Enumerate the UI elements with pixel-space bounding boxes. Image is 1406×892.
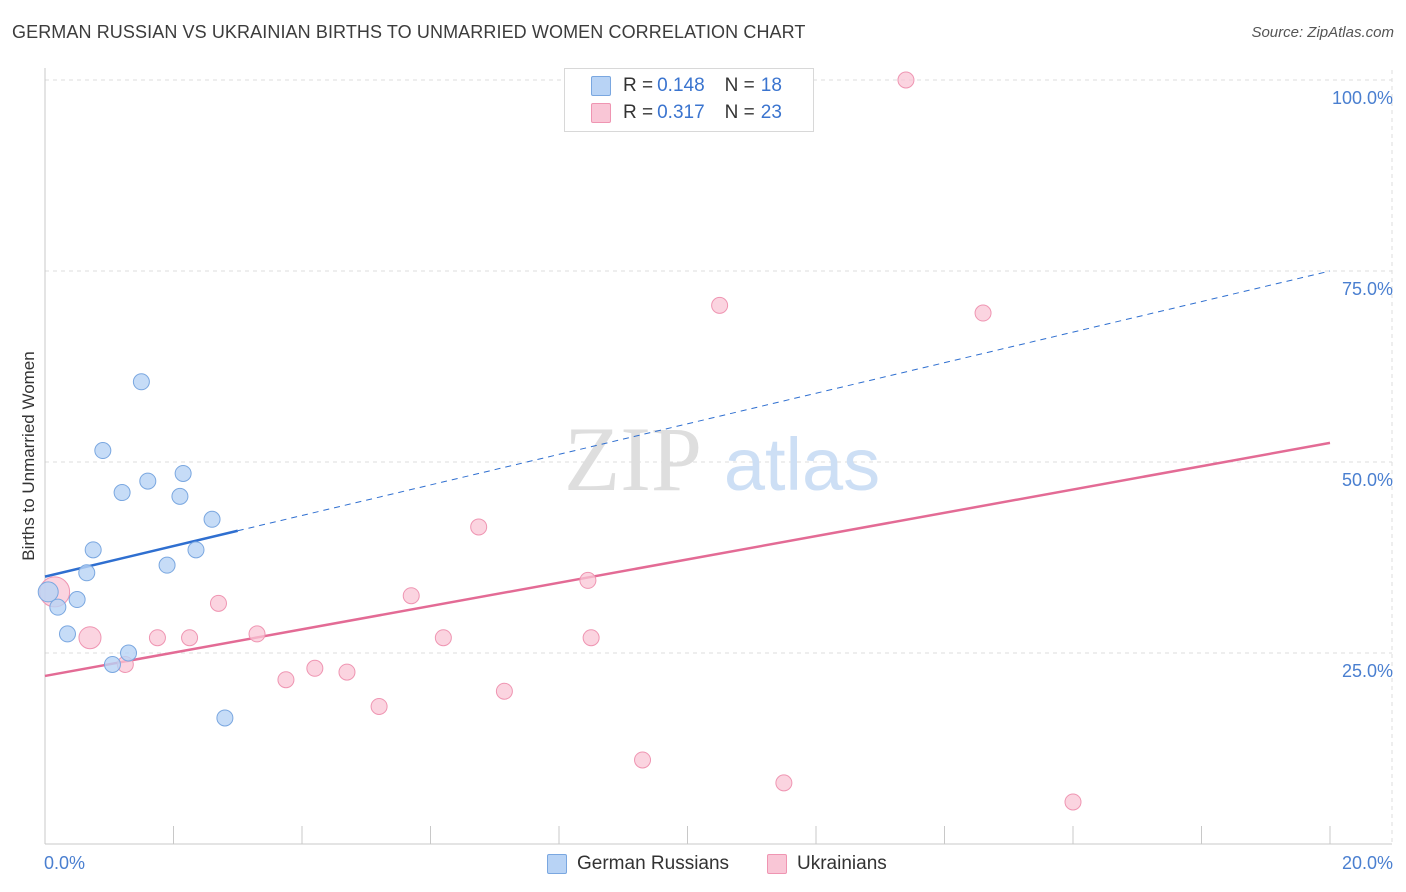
grid-lines bbox=[45, 70, 1393, 844]
german-russians-point bbox=[58, 625, 76, 643]
german-russians-point bbox=[158, 556, 176, 574]
german-russians-point bbox=[78, 564, 96, 582]
german-russians-trend-line bbox=[44, 529, 239, 578]
y-tick-label: 75.0% bbox=[1342, 279, 1393, 299]
german-russians-point bbox=[113, 484, 131, 502]
data-points bbox=[37, 71, 1082, 811]
ukrainians-point bbox=[434, 629, 452, 647]
n-label: N = bbox=[724, 102, 755, 123]
ukrainians-swatch bbox=[767, 854, 787, 874]
ukrainians-point bbox=[402, 587, 420, 605]
y-tick-label: 50.0% bbox=[1342, 470, 1393, 490]
r-label: R = bbox=[623, 75, 654, 96]
ukrainians-point bbox=[634, 751, 652, 769]
ukrainians-point bbox=[495, 682, 513, 700]
legend-item-ukrainians: Ukrainians bbox=[767, 852, 887, 876]
german-russians-trend-extension bbox=[237, 270, 1331, 532]
german-russians-point bbox=[120, 644, 138, 662]
german-russians-point bbox=[94, 442, 112, 460]
correlation-legend: R = 0.148 N = 18 R = 0.317 N = 23 bbox=[564, 68, 814, 132]
r-value: 0.148 bbox=[657, 75, 705, 96]
ukrainians-point bbox=[148, 629, 166, 647]
ukrainians-swatch bbox=[591, 103, 611, 123]
ukrainians-point bbox=[582, 629, 600, 647]
german-russians-point bbox=[68, 591, 86, 609]
x-tick-label-min: 0.0% bbox=[44, 853, 85, 873]
german-russians-point bbox=[187, 541, 205, 559]
ukrainians-point bbox=[579, 571, 597, 589]
x-tick-label-max: 20.0% bbox=[1342, 853, 1393, 873]
ukrainians-point bbox=[181, 629, 199, 647]
ukrainians-point bbox=[470, 518, 488, 536]
ukrainians-point bbox=[897, 71, 915, 89]
ukrainians-point bbox=[1064, 793, 1082, 811]
german-russians-point bbox=[84, 541, 102, 559]
y-axis-label: Births to Unmarried Women bbox=[19, 351, 38, 560]
legend-row-german-russians: R = 0.148 N = 18 bbox=[591, 74, 782, 98]
ukrainians-point bbox=[306, 659, 324, 677]
ukrainians-point bbox=[78, 626, 102, 650]
german-russians-point bbox=[37, 581, 59, 603]
german-russians-point bbox=[203, 510, 221, 528]
german-russians-swatch bbox=[591, 76, 611, 96]
r-value: 0.317 bbox=[657, 102, 705, 123]
watermark-atlas: atlas bbox=[724, 423, 880, 506]
chart-title: GERMAN RUSSIAN VS UKRAINIAN BIRTHS TO UN… bbox=[12, 22, 806, 42]
n-value: 18 bbox=[760, 75, 782, 96]
watermark-zip: ZIP bbox=[564, 408, 702, 510]
n-value: 23 bbox=[760, 102, 782, 123]
german-russians-point bbox=[49, 598, 67, 616]
legend-label: German Russians bbox=[577, 853, 730, 874]
ukrainians-point bbox=[338, 663, 356, 681]
source-label: Source: ZipAtlas.com bbox=[1251, 24, 1394, 41]
y-tick-label: 100.0% bbox=[1332, 88, 1393, 108]
ukrainians-point bbox=[711, 296, 729, 314]
german-russians-point bbox=[132, 373, 150, 391]
ukrainians-point bbox=[248, 625, 266, 643]
ukrainians-point bbox=[209, 594, 227, 612]
german-russians-point bbox=[103, 655, 121, 673]
r-label: R = bbox=[623, 102, 654, 123]
legend-label: Ukrainians bbox=[797, 853, 887, 874]
german-russians-point bbox=[174, 464, 192, 482]
legend-row-ukrainians: R = 0.317 N = 23 bbox=[591, 101, 782, 125]
ukrainians-point bbox=[974, 304, 992, 322]
german-russians-swatch bbox=[547, 854, 567, 874]
german-russians-point bbox=[171, 487, 189, 505]
axes bbox=[44, 68, 1392, 845]
ukrainians-point bbox=[775, 774, 793, 792]
ukrainians-point bbox=[277, 671, 295, 689]
german-russians-point bbox=[139, 472, 157, 490]
ukrainians-point bbox=[370, 697, 388, 715]
legend-item-german-russians: German Russians bbox=[547, 852, 729, 876]
n-label: N = bbox=[724, 75, 755, 96]
german-russians-point bbox=[216, 709, 234, 727]
tick-labels: 25.0% 50.0% 75.0% 100.0% 0.0% 20.0% bbox=[44, 88, 1393, 873]
y-tick-label: 25.0% bbox=[1342, 661, 1393, 681]
